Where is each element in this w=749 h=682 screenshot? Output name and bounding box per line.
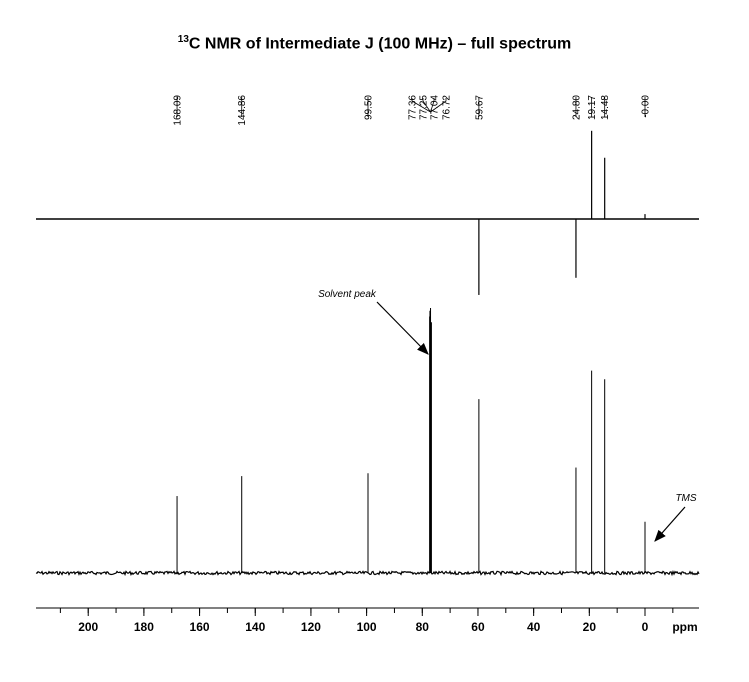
peak-label-5: 77.04 xyxy=(430,95,441,120)
peak-connector-6 xyxy=(430,98,447,113)
peak-connector-4 xyxy=(422,98,431,113)
peak-connector-3 xyxy=(411,98,431,113)
x-tick-label-2: 160 xyxy=(190,620,210,634)
title-text: C NMR of Intermediate J (100 MHz) – full… xyxy=(188,35,572,53)
x-tick-label-9: 20 xyxy=(583,620,597,634)
peak-label-10: 14.48 xyxy=(600,95,611,120)
tms-arrow xyxy=(654,506,686,542)
peak-label-3: 77.36 xyxy=(408,95,419,120)
x-tick-label-5: 100 xyxy=(357,620,377,634)
x-tick-label-4: 120 xyxy=(301,620,321,634)
tms-annotation: TMS xyxy=(675,493,696,504)
x-tick-label-6: 80 xyxy=(416,620,430,634)
peak-label-7: 59.67 xyxy=(474,95,485,120)
x-tick-label-0: 200 xyxy=(78,620,98,634)
peak-label-4: 77.25 xyxy=(419,95,430,120)
title-superscript: 13 xyxy=(177,34,189,45)
solvent-peak-arrow xyxy=(376,301,429,355)
x-tick-label-1: 180 xyxy=(134,620,154,634)
x-tick-label-3: 140 xyxy=(245,620,265,634)
peak-label-6: 76.72 xyxy=(442,95,453,120)
peak-label-11: -0.00 xyxy=(641,95,652,118)
peak-label-8: 24.80 xyxy=(571,95,582,120)
peak-label-9: 19.17 xyxy=(587,95,598,120)
x-tick-label-10: 0 xyxy=(642,620,649,634)
x-tick-label-7: 60 xyxy=(471,620,485,634)
x-tick-label-8: 40 xyxy=(527,620,541,634)
x-axis-label: ppm xyxy=(672,620,697,634)
peak-label-1: 144.86 xyxy=(237,95,248,126)
peak-label-0: 168.09 xyxy=(173,95,184,126)
solvent-peak-annotation: Solvent peak xyxy=(318,289,377,300)
peak-connector-5 xyxy=(430,98,435,113)
peak-label-2: 99.50 xyxy=(364,95,375,120)
chart-title: 13C NMR of Intermediate J (100 MHz) – fu… xyxy=(0,34,749,53)
